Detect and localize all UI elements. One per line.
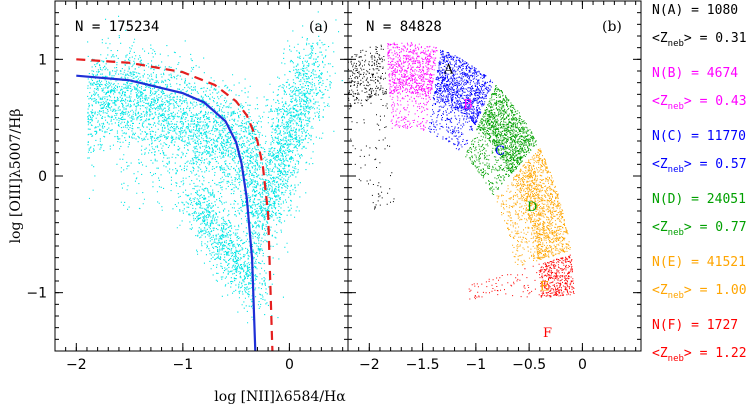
group-c-points xyxy=(428,49,493,151)
panel-a: −2 −1 0 −1 0 1 N = 175234 (a) xyxy=(26,0,349,373)
panel-b-count: N = 84828 xyxy=(366,19,442,35)
x-tick-label: −0.5 xyxy=(512,357,546,373)
group-f-points xyxy=(468,254,575,300)
x-tick-label: 0 xyxy=(285,357,294,373)
dashed-demarcation-curve xyxy=(76,58,274,351)
panel-b-frame xyxy=(347,0,642,352)
x-axis-title: log [NII]λ6584/Hα xyxy=(214,389,346,405)
x-tick-label: −2 xyxy=(66,357,87,373)
group-count-e: N(E) = 41521 xyxy=(652,255,746,270)
group-d-points xyxy=(465,85,537,195)
x-tick-label: −1 xyxy=(173,357,194,373)
group-b-points xyxy=(387,42,438,131)
demarcation-curves xyxy=(76,58,274,351)
x-tick-label: 0 xyxy=(578,357,587,373)
group-count-f: N(F) = 1727 xyxy=(652,318,738,333)
group-count-c: N(C) = 11770 xyxy=(652,129,746,144)
group-letter-f: F xyxy=(543,326,552,341)
scatter-groups-b xyxy=(348,42,575,300)
panel-a-tag: (a) xyxy=(309,19,328,35)
group-letter-a: A xyxy=(443,62,454,77)
group-count-a: N(A) = 1080 xyxy=(652,3,738,18)
panel-a-count: N = 175234 xyxy=(75,19,159,35)
group-metallicity-c: <Zneb> = 0.57 xyxy=(652,157,747,175)
y-tick-label: 1 xyxy=(38,52,47,68)
group-a-points xyxy=(348,44,395,210)
group-count-d: N(D) = 24051 xyxy=(652,192,746,207)
group-letter-d: D xyxy=(527,200,537,215)
group-metallicity-d: <Zneb> = 0.77 xyxy=(652,220,747,238)
panel-b: −2 −1.5 −1 −0.5 0 N = 84828 (b) A B C D E F xyxy=(347,0,642,373)
group-metallicity-b: <Zneb> = 0.43 xyxy=(652,94,747,112)
x-tick-label: −1 xyxy=(466,357,487,373)
group-e-points xyxy=(496,148,571,266)
group-metallicity-e: <Zneb> = 1.00 xyxy=(652,283,747,301)
solid-demarcation-curve xyxy=(76,74,257,351)
group-count-b: N(B) = 4674 xyxy=(652,66,738,81)
group-letter-c: C xyxy=(495,144,505,159)
x-tick-label: −2 xyxy=(359,357,380,373)
y-tick-label: 0 xyxy=(38,169,47,185)
group-statistics: N(A) = 1080 <Zneb> = 0.31 N(B) = 4674 <Zneb… xyxy=(652,3,747,364)
group-letter-b: B xyxy=(463,97,473,112)
group-metallicity-f: <Zneb> = 1.22 xyxy=(652,346,747,364)
scatter-cloud-a xyxy=(87,11,348,324)
y-axis-title: log [OIII]λ5007/Hβ xyxy=(8,109,24,244)
group-letters: A B C D E F xyxy=(443,62,552,341)
panel-a-frame xyxy=(54,0,349,352)
panel-b-ticks: −2 −1.5 −1 −0.5 0 xyxy=(347,1,641,373)
panel-a-ticks: −2 −1 0 −1 0 1 xyxy=(26,1,348,373)
group-letter-e: E xyxy=(540,279,550,294)
x-tick-label: −1.5 xyxy=(406,357,440,373)
group-metallicity-a: <Zneb> = 0.31 xyxy=(652,31,747,49)
scatter-points-a xyxy=(87,11,348,324)
y-tick-label: −1 xyxy=(26,286,47,302)
panel-b-tag: (b) xyxy=(602,19,622,35)
